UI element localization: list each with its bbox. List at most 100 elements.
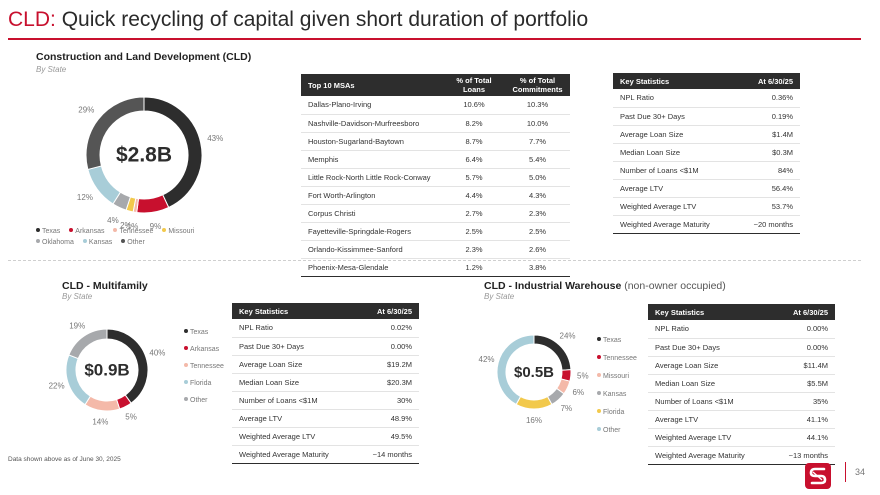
legend-item: Texas bbox=[36, 226, 60, 237]
row-value: 1.2% bbox=[443, 258, 505, 277]
industrial-key-statistics-table: Key Statistics At 6/30/25 NPL Ratio 0.00%… bbox=[648, 304, 835, 465]
mf-stats-header-label: Key Statistics bbox=[232, 303, 356, 319]
legend-dot-icon bbox=[184, 363, 188, 367]
legend-label: Arkansas bbox=[190, 346, 220, 353]
row-value: 49.5% bbox=[355, 427, 419, 446]
table-row: Phoenix-Mesa-Glendale 1.2% 3.8% bbox=[301, 258, 570, 277]
table-row: NPL Ratio 0.36% bbox=[613, 89, 800, 108]
table-row: Average Loan Size $1.4M bbox=[613, 125, 800, 144]
msa-header-commitments: % of Total Commitments bbox=[505, 74, 570, 96]
legend-item: Kansas bbox=[82, 237, 113, 248]
section-divider bbox=[8, 260, 861, 261]
donut-slice-other bbox=[68, 328, 108, 360]
legend-item: Other bbox=[121, 237, 145, 248]
slice-percent-label: 40% bbox=[149, 349, 165, 358]
legend-dot-icon bbox=[597, 373, 601, 377]
table-row: Weighted Average Maturity ~20 months bbox=[613, 215, 800, 234]
row-value: ~20 months bbox=[736, 215, 800, 234]
row-label: Past Due 30+ Days bbox=[232, 337, 356, 356]
table-row: Weighted Average LTV 44.1% bbox=[648, 428, 835, 447]
row-value: 6.4% bbox=[443, 150, 505, 169]
row-value: 10.6% bbox=[443, 96, 505, 115]
legend-dot-icon bbox=[597, 391, 601, 395]
legend-dot-icon bbox=[597, 409, 601, 413]
legend-item: Arkansas bbox=[184, 346, 224, 353]
legend-label: Kansas bbox=[88, 239, 113, 246]
table-row: Houston-Sugarland-Baytown 8.7% 7.7% bbox=[301, 132, 570, 151]
row-value: $19.2M bbox=[355, 355, 419, 374]
table-row: Nashville-Davidson-Murfreesboro 8.2% 10.0% bbox=[301, 114, 570, 133]
page-title: CLD: Quick recycling of capital given sh… bbox=[8, 8, 588, 32]
table-row: Number of Loans <$1M 84% bbox=[613, 161, 800, 180]
row-label: Weighted Average LTV bbox=[232, 427, 356, 446]
row-label: Fort Worth-Arlington bbox=[301, 186, 443, 205]
table-row: Average LTV 56.4% bbox=[613, 179, 800, 198]
legend-label: Texas bbox=[190, 329, 209, 336]
slice-percent-label: 12% bbox=[77, 193, 93, 202]
row-value: 35% bbox=[771, 392, 835, 411]
brand-s-logo-icon bbox=[805, 463, 831, 489]
donut-slice-other bbox=[496, 334, 535, 406]
row-value: 0.00% bbox=[771, 338, 835, 357]
legend-dot-icon bbox=[184, 397, 188, 401]
legend-item: Texas bbox=[184, 329, 224, 336]
table-row: Median Loan Size $5.5M bbox=[648, 374, 835, 393]
table-row: Past Due 30+ Days 0.19% bbox=[613, 107, 800, 126]
legend-label: Tennessee bbox=[119, 228, 154, 235]
legend-label: Texas bbox=[42, 228, 61, 235]
table-row: Average Loan Size $19.2M bbox=[232, 355, 419, 374]
legend-dot-icon bbox=[597, 355, 601, 359]
row-value: 8.7% bbox=[443, 132, 505, 151]
row-value: 2.6% bbox=[505, 240, 570, 259]
legend-label: Other bbox=[127, 239, 145, 246]
donut-center-total: $0.5B bbox=[514, 364, 554, 381]
cld-stats-header-label: Key Statistics bbox=[613, 73, 737, 89]
legend-dot-icon bbox=[69, 228, 74, 232]
slice-percent-label: 29% bbox=[78, 105, 94, 114]
table-row: Median Loan Size $0.3M bbox=[613, 143, 800, 162]
table-row: Dallas-Plano-Irving 10.6% 10.3% bbox=[301, 96, 570, 115]
industrial-donut-chart: 24% 5% 6%7% 16% 42% $0.5B bbox=[479, 331, 589, 425]
table-row: Little Rock-North Little Rock-Conway 5.7%… bbox=[301, 168, 570, 187]
row-label: Number of Loans <$1M bbox=[613, 161, 737, 180]
row-label: Median Loan Size bbox=[232, 373, 356, 392]
legend-item: Tennessee bbox=[184, 363, 224, 370]
row-label: Weighted Average LTV bbox=[613, 197, 737, 216]
row-value: 2.3% bbox=[443, 240, 505, 259]
row-value: 30% bbox=[355, 391, 419, 410]
row-value: 4.4% bbox=[443, 186, 505, 205]
legend-dot-icon bbox=[184, 380, 188, 384]
msa-header-loans: % of Total Loans bbox=[443, 74, 505, 96]
table-row: Orlando-Kissimmee-Sanford 2.3% 2.6% bbox=[301, 240, 570, 259]
cld-legend: Texas Arkansas Tennessee Missouri Oklahoma Ka… bbox=[36, 226, 246, 248]
legend-item: Missouri bbox=[597, 373, 637, 381]
legend-item: Arkansas bbox=[69, 226, 104, 237]
row-value: 10.3% bbox=[505, 96, 570, 115]
mf-stats-header-date: At 6/30/25 bbox=[355, 303, 419, 319]
legend-dot-icon bbox=[184, 329, 188, 333]
row-label: Average LTV bbox=[648, 410, 772, 429]
row-label: Average Loan Size bbox=[232, 355, 356, 374]
legend-item: Florida bbox=[597, 409, 637, 417]
slice-percent-label: 6% bbox=[573, 388, 585, 397]
multifamily-donut-chart: 40% 5% 14% 22% 19% $0.9B bbox=[49, 321, 166, 426]
row-value: 53.7% bbox=[736, 197, 800, 216]
row-value: 48.9% bbox=[355, 409, 419, 428]
legend-item: Other bbox=[597, 427, 637, 435]
row-label: Nashville-Davidson-Murfreesboro bbox=[301, 114, 443, 133]
legend-dot-icon bbox=[184, 346, 188, 350]
legend-dot-icon bbox=[597, 427, 601, 431]
row-value: 2.3% bbox=[505, 204, 570, 223]
legend-item: Other bbox=[184, 397, 224, 404]
slice-percent-label: 7% bbox=[561, 404, 573, 413]
row-value: 3.8% bbox=[505, 258, 570, 277]
donut-slice-tennessee bbox=[84, 395, 121, 412]
title-prefix: CLD: bbox=[8, 8, 56, 31]
row-label: Fayetteville-Springdale-Rogers bbox=[301, 222, 443, 241]
legend-dot-icon bbox=[113, 228, 118, 232]
table-row: NPL Ratio 0.02% bbox=[232, 319, 419, 338]
title-rule bbox=[8, 38, 861, 40]
legend-label: Arkansas bbox=[75, 228, 105, 235]
iw-stats-header-label: Key Statistics bbox=[648, 304, 772, 320]
slice-percent-label: 1% bbox=[127, 222, 139, 231]
